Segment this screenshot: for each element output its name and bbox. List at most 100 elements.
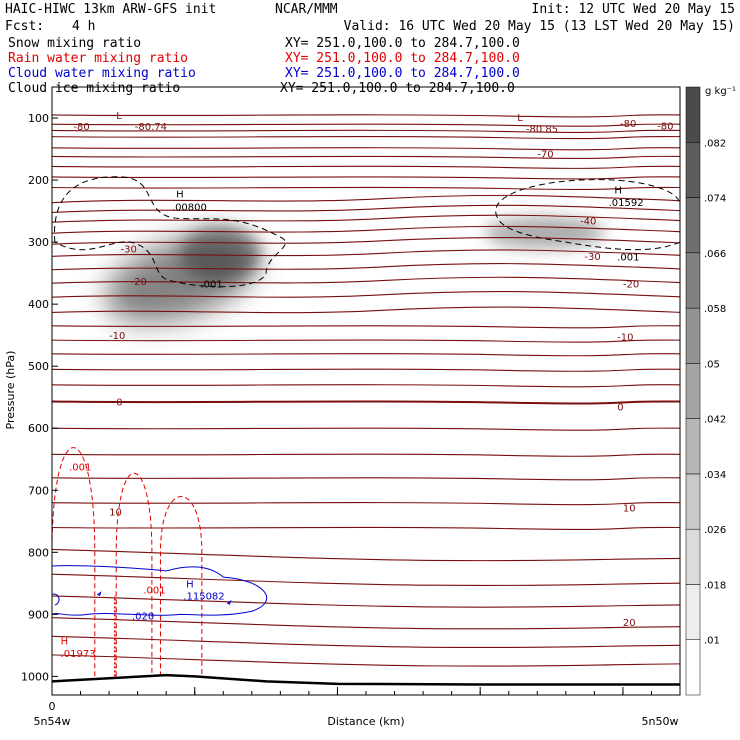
- temperature-label: -20: [131, 277, 147, 288]
- temperature-contour: [52, 384, 680, 388]
- temperature-contour: [52, 635, 680, 649]
- cloud-water-contours: [52, 565, 267, 616]
- temperature-label: 0: [617, 403, 623, 414]
- colorbar-bin: [685, 197, 701, 254]
- rain-contour: [159, 495, 203, 677]
- temperature-contour: [52, 654, 680, 667]
- colorbar-bin: [685, 584, 701, 640]
- temperature-contour: [52, 204, 680, 213]
- temperature-contour: [52, 176, 680, 180]
- header-valid: Valid: 16 UTC Wed 20 May 15 (13 LST Wed …: [344, 19, 735, 34]
- colorbar-label: .01: [704, 636, 720, 647]
- temperature-label: -40: [580, 216, 596, 227]
- field-label: .01592: [609, 198, 644, 209]
- temperature-label: -30: [121, 244, 137, 255]
- temperature-contour: [52, 236, 680, 245]
- rain-water-contours: [52, 447, 203, 677]
- field-label: .01973: [61, 649, 96, 660]
- x-zero-tick-label: 0: [49, 700, 56, 713]
- temperature-contour: [52, 595, 680, 608]
- temperature-contour: [52, 186, 680, 191]
- y-axis: 100 200 300 400 500 600 700 800 900 1000: [21, 112, 58, 683]
- field-label: H: [61, 636, 69, 647]
- terrain-line: [52, 673, 680, 686]
- temperature-label: L: [116, 111, 122, 122]
- temperature-contour: [52, 155, 680, 160]
- temperature-contour: [52, 306, 680, 314]
- field-label: .001: [69, 463, 91, 474]
- field-name-rain: Rain water mixing ratio: [8, 51, 188, 66]
- temperature-label: 0: [116, 398, 122, 409]
- temperature-contour: [52, 129, 680, 133]
- temperature-contour: [52, 214, 680, 223]
- colorbar-label: .026: [704, 525, 726, 536]
- colorbar-label: .074: [704, 194, 726, 205]
- temperature-contour: [52, 225, 680, 234]
- y-tick-label: 400: [28, 298, 49, 311]
- header-center: NCAR/MMM: [275, 2, 338, 17]
- header-init: Init: 12 UTC Wed 20 May 15: [532, 2, 736, 17]
- temperature-contour: [52, 194, 680, 204]
- temperature-contour: [52, 427, 680, 431]
- ice-contour-east: [495, 179, 680, 251]
- colorbar-bin: [685, 418, 701, 475]
- field-xy-cloud-ice: XY= 251.0,100.0 to 284.7,100.0: [280, 81, 515, 96]
- colorbar: .01 .018 .026 .034 .042 .05 .058 .066 .074 .082: [685, 86, 726, 696]
- temperature-contour: [52, 477, 680, 481]
- temperature-label: -80.74: [135, 122, 167, 133]
- x-axis: [51, 687, 681, 695]
- colorbar-bin: [685, 307, 701, 364]
- colorbar-bin: [685, 142, 701, 198]
- temperature-label: -80: [620, 119, 636, 130]
- y-tick-label: 200: [28, 174, 49, 187]
- y-tick-label: 900: [28, 608, 49, 621]
- field-name-cloud-water: Cloud water mixing ratio: [8, 66, 196, 81]
- temperature-contour: [52, 453, 680, 457]
- header-fcst-value: 4 h: [72, 19, 95, 34]
- y-tick-label: 500: [28, 360, 49, 373]
- y-tick-label: 1000: [21, 670, 49, 683]
- x-axis-label: Distance (km): [327, 715, 404, 728]
- temperature-contour: [52, 249, 680, 257]
- field-xy-rain: XY= 251.0,100.0 to 284.7,100.0: [285, 51, 520, 66]
- temperature-contour: [52, 617, 680, 630]
- y-tick-label: 800: [28, 546, 49, 559]
- field-label: .001: [200, 280, 222, 291]
- plot-frame: [51, 86, 681, 696]
- snow-max-east: [484, 216, 605, 249]
- temperature-label: -70: [537, 149, 553, 160]
- colorbar-unit: g kg⁻¹: [705, 86, 736, 97]
- y-axis-label: Pressure (hPa): [4, 351, 17, 430]
- field-name-snow: Snow mixing ratio: [8, 36, 141, 51]
- temperature-label: -80: [657, 121, 673, 132]
- temperature-label: 20: [623, 618, 636, 629]
- plot-area: -80 -80.74L L-80.85-80 -80-70-40-30-30-20 -2…: [52, 111, 680, 686]
- contour-labels: -80 -80.74L L-80.85-80 -80-70-40-30-30-20 -2…: [61, 111, 674, 660]
- temperature-contour: [52, 526, 680, 531]
- y-tick-label: 100: [28, 112, 49, 125]
- colorbar-bin: [685, 363, 701, 419]
- colorbar-bin: [685, 252, 701, 309]
- temperature-contour: [52, 276, 680, 284]
- rain-contour: [52, 447, 96, 677]
- temperature-label: 10: [109, 507, 122, 518]
- temperature-label: -30: [584, 252, 600, 263]
- field-xy-snow: XY= 251.0,100.0 to 284.7,100.0: [285, 36, 520, 51]
- colorbar-label: .034: [704, 470, 726, 481]
- temperature-contour: [52, 339, 680, 343]
- cloud-water-contour: [52, 565, 267, 616]
- colorbar-bin: [685, 528, 701, 585]
- y-tick-label: 700: [28, 484, 49, 497]
- field-label: .020: [132, 612, 154, 623]
- colorbar-label: .066: [704, 249, 726, 260]
- temperature-contour: [52, 263, 680, 271]
- colorbar-label: .058: [704, 304, 726, 315]
- colorbar-label: .042: [704, 415, 726, 426]
- colorbar-label: .05: [704, 359, 720, 370]
- temperature-contour: [52, 135, 680, 140]
- rain-contour: [115, 472, 153, 677]
- colorbar-bin: [685, 473, 701, 530]
- temperature-contour: [52, 114, 680, 118]
- colorbar-label: .082: [704, 138, 726, 149]
